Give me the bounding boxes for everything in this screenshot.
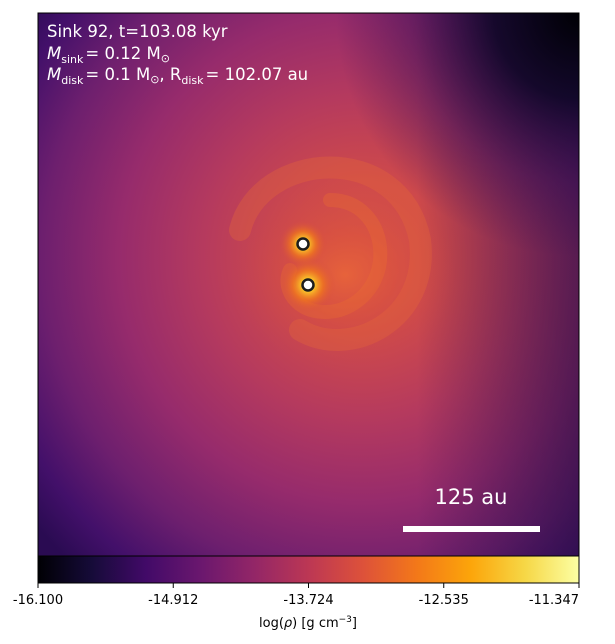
colorbar-tick-label: -13.724	[283, 593, 333, 608]
panel-annotation: Sink 92, t=103.08 kyr Msink = 0.12 M⊙ Mdi…	[47, 22, 308, 87]
annotation-disk-props: Mdisk = 0.1 M⊙, Rdisk = 102.07 au	[47, 65, 308, 87]
colorbar-ticks	[37, 583, 580, 588]
scalebar-line	[403, 526, 540, 532]
density-map: 125 au	[38, 13, 579, 556]
colorbar-tick-label: -11.347	[529, 593, 579, 608]
annotation-sink-mass: Msink = 0.12 M⊙	[47, 44, 170, 66]
colorbar-tick-labels: -16.100 -14.912 -13.724 -12.535 -11.347	[13, 593, 579, 608]
sink-marker-a	[296, 237, 310, 251]
annotation-title: Sink 92, t=103.08 kyr	[47, 22, 228, 41]
colorbar-axis-label: log(ρ) [g cm−3]	[259, 615, 357, 631]
scalebar-label: 125 au	[435, 485, 508, 509]
colorbar-tick-label: -14.912	[148, 593, 198, 608]
colorbar-gradient	[37, 555, 580, 584]
colorbar-tick-label: -12.535	[419, 593, 469, 608]
colorbar: -16.100 -14.912 -13.724 -12.535 -11.347 …	[13, 555, 580, 631]
spiral-arm-outer	[229, 156, 432, 351]
sink-marker-b	[301, 278, 315, 292]
colorbar-tick-label: -16.100	[13, 593, 63, 608]
